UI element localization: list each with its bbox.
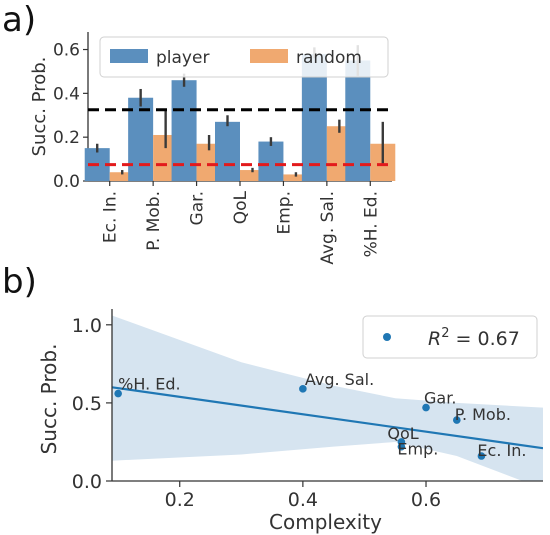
- point-label: Avg. Sal.: [305, 370, 374, 389]
- scatter-point: [397, 442, 406, 451]
- y-tick-label: 0.6: [53, 41, 80, 61]
- y-tick-label: 1.0: [72, 315, 102, 337]
- x-tick-label: Ec. In.: [101, 191, 121, 243]
- y-tick-label: 0.0: [72, 471, 102, 493]
- point-label: P. Mob.: [455, 405, 511, 424]
- panel-a-label: a): [2, 0, 37, 40]
- bar-player: [215, 121, 240, 181]
- y-tick-label: 0.0: [53, 172, 80, 192]
- point-label: QoL: [387, 424, 418, 443]
- plot-area: [112, 315, 543, 481]
- scatter-point: [422, 403, 430, 412]
- legend-label: R2 = 0.67: [428, 326, 520, 350]
- y-tick-label: 0.2: [53, 128, 80, 148]
- legend-box: [99, 36, 389, 78]
- scatter-point: [299, 385, 307, 393]
- y-tick-label: 0.4: [53, 84, 80, 104]
- bar-player: [258, 141, 284, 181]
- scatter-point: [477, 452, 486, 460]
- point-label: Emp.: [397, 440, 438, 459]
- point-label: %H. Ed.: [118, 375, 180, 394]
- x-tick-label: P. Mob.: [144, 191, 164, 251]
- bar-player: [345, 60, 371, 182]
- legend-label-player: player: [156, 48, 209, 68]
- legend-marker: [383, 333, 391, 341]
- legend: R2 = 0.67: [362, 315, 538, 359]
- x-tick-label: 0.6: [411, 489, 441, 511]
- scatter-point: [453, 416, 461, 424]
- x-tick-label: Emp.: [274, 191, 294, 235]
- x-tick-label: 0.4: [288, 489, 318, 511]
- point-label: Gar.: [424, 389, 456, 408]
- bar-player: [128, 97, 154, 181]
- x-tick-label: Gar.: [188, 191, 208, 225]
- x-tick-label: 0.2: [165, 489, 195, 511]
- x-tick-label: QoL: [231, 190, 251, 224]
- legend-box: [362, 315, 538, 359]
- point-label: Ec. In.: [477, 441, 526, 460]
- regression-line: [112, 386, 543, 450]
- y-axis-label: Succ. Prob.: [29, 57, 50, 157]
- panel-b-label: b): [2, 262, 37, 302]
- confidence-band: [112, 315, 543, 481]
- x-axis-label: Complexity: [269, 510, 382, 534]
- bar-random: [283, 174, 309, 181]
- bar-random: [109, 172, 135, 181]
- legend-label-random: random: [296, 48, 362, 68]
- legend: player random: [99, 36, 389, 78]
- y-axis-label: Succ. Prob.: [37, 344, 61, 455]
- x-tick-label: %H. Ed.: [361, 191, 381, 257]
- x-tick-label: Avg. Sal.: [318, 191, 338, 265]
- y-tick-label: 0.5: [72, 393, 102, 415]
- legend-swatch-random: [250, 49, 288, 63]
- legend-swatch-player: [110, 49, 148, 63]
- bar-random: [240, 170, 265, 181]
- scatter-point: [114, 389, 122, 398]
